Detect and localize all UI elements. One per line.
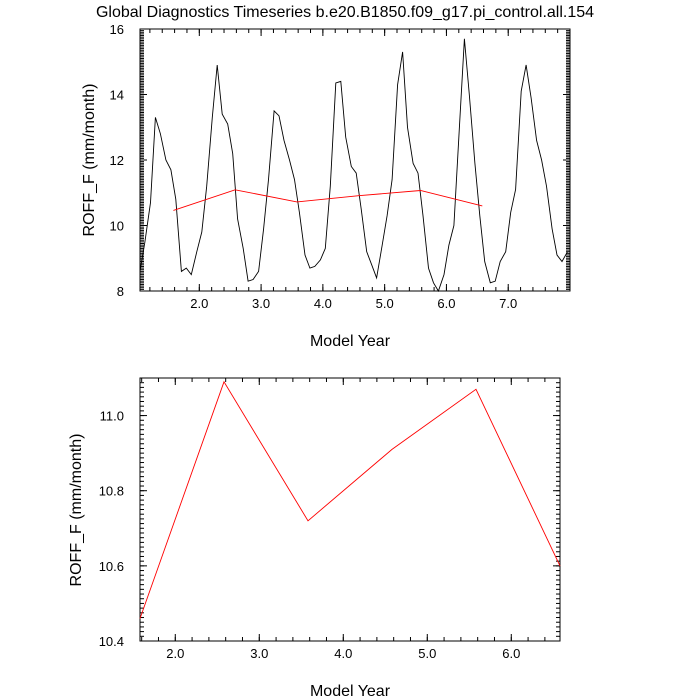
series-line-0 [139,38,568,293]
x-tick-label: 6.0 [502,646,520,661]
x-tick-label: 7.0 [499,296,517,311]
y-tick-label: 10.4 [99,634,124,649]
top-plot: 2.0 3.0 4.0 5.0 6.0 7.0 8 10 12 14 16 Model Year R… [81,22,571,350]
bottom-plot: 2.0 3.0 4.0 5.0 6.0 10.4 10.6 10.8 11.0 Model Ye… [68,377,561,700]
y-tick-label: 10.6 [99,559,124,574]
y-tick-label: 14 [110,88,124,103]
top-x-axis-label: Model Year [310,333,391,350]
y-tick-label: 10.8 [99,484,124,499]
series-line-1 [173,189,483,211]
y-tick-label: 12 [110,153,124,168]
y-tick-label: 16 [110,22,124,37]
series-line-0 [139,380,561,619]
y-tick-label: 11.0 [100,409,124,424]
bottom-x-axis-label: Model Year [310,683,391,700]
y-tick-label: 10 [110,219,124,234]
x-tick-label: 5.0 [376,296,394,311]
x-tick-label: 3.0 [252,296,270,311]
bottom-y-axis-label: ROFF_F (mm/month) [68,434,85,587]
bottom-plot-frame [139,377,561,642]
x-tick-label: 4.0 [314,296,332,311]
y-tick-label: 8 [117,284,124,299]
x-tick-label: 6.0 [437,296,455,311]
x-tick-label: 2.0 [190,296,208,311]
x-tick-label: 5.0 [418,646,436,661]
top-y-axis-label: ROFF_F (mm/month) [81,84,98,237]
x-tick-label: 3.0 [250,646,268,661]
chart-title: Global Diagnostics Timeseries b.e20.B185… [96,4,594,21]
x-tick-label: 2.0 [166,646,184,661]
x-tick-label: 4.0 [334,646,352,661]
